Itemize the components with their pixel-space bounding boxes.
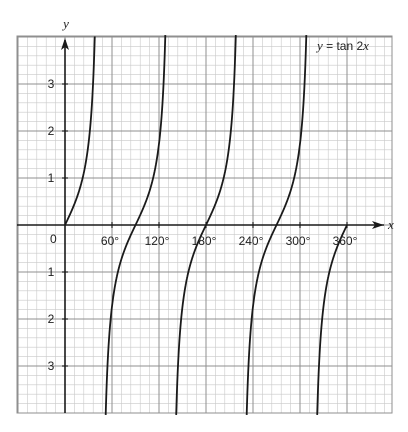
tan-curve-branch	[245, 35, 308, 415]
y-axis-arrow-icon	[61, 38, 69, 50]
x-tick-labels: 60° 120° 180° 240° 300° 360°	[101, 234, 358, 248]
equation-var: x	[362, 38, 369, 53]
y-tick-labels: 3 2 1 1 2 3	[48, 77, 55, 373]
x-tick-label: 180°	[192, 234, 217, 248]
y-tick-label: 3	[48, 359, 55, 373]
x-axis-label: x	[387, 217, 394, 232]
tan-curve-branch	[175, 35, 237, 415]
x-tick-label: 360°	[333, 234, 358, 248]
y-axis-label: y	[61, 16, 69, 31]
origin-label: 0	[50, 232, 57, 246]
axes	[17, 38, 384, 413]
y-tick-label: 2	[48, 312, 55, 326]
equation-lhs: y	[315, 38, 323, 53]
tan-curves	[64, 35, 348, 415]
y-tick-label: 3	[48, 77, 55, 91]
x-tick-label: 60°	[101, 234, 119, 248]
x-tick-label: 240°	[239, 234, 264, 248]
tan-curve-branch	[104, 35, 167, 415]
x-tick-label: 300°	[286, 234, 311, 248]
tan-curve-branch	[64, 36, 96, 226]
y-tick-label: 1	[48, 265, 55, 279]
x-tick-label: 120°	[145, 234, 170, 248]
y-tick-label: 1	[48, 171, 55, 185]
x-axis-arrow-icon	[372, 221, 384, 229]
tan-curve-branch	[316, 224, 348, 415]
equation-label: y = tan 2x	[315, 38, 369, 53]
equation-body: = tan 2	[323, 39, 364, 53]
y-tick-label: 2	[48, 124, 55, 138]
